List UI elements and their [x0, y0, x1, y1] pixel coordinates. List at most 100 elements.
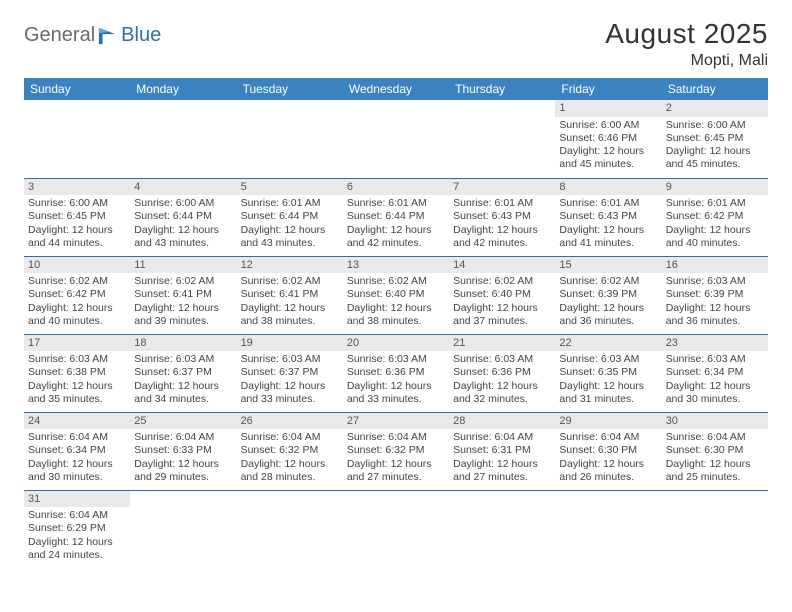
day-number: 26	[237, 413, 343, 430]
sunset-line: Sunset: 6:30 PM	[559, 444, 657, 457]
daylight-line: Daylight: 12 hours and 41 minutes.	[559, 224, 657, 250]
day-number: 29	[555, 413, 661, 430]
day-number: 12	[237, 257, 343, 274]
sunset-line: Sunset: 6:37 PM	[241, 366, 339, 379]
calendar-day-cell: 28Sunrise: 6:04 AMSunset: 6:31 PMDayligh…	[449, 412, 555, 490]
day-number: 24	[24, 413, 130, 430]
daylight-line: Daylight: 12 hours and 45 minutes.	[559, 145, 657, 171]
calendar-day-cell: 25Sunrise: 6:04 AMSunset: 6:33 PMDayligh…	[130, 412, 236, 490]
calendar-day-cell: 20Sunrise: 6:03 AMSunset: 6:36 PMDayligh…	[343, 334, 449, 412]
sunrise-line: Sunrise: 6:03 AM	[134, 353, 232, 366]
weekday-header: Friday	[555, 78, 661, 100]
sunset-line: Sunset: 6:39 PM	[559, 288, 657, 301]
daylight-line: Daylight: 12 hours and 30 minutes.	[666, 380, 764, 406]
calendar-day-cell	[449, 490, 555, 566]
sunset-line: Sunset: 6:44 PM	[347, 210, 445, 223]
calendar-day-cell: 9Sunrise: 6:01 AMSunset: 6:42 PMDaylight…	[662, 178, 768, 256]
sunrise-line: Sunrise: 6:04 AM	[559, 431, 657, 444]
sunset-line: Sunset: 6:33 PM	[134, 444, 232, 457]
daylight-line: Daylight: 12 hours and 32 minutes.	[453, 380, 551, 406]
sunset-line: Sunset: 6:36 PM	[347, 366, 445, 379]
sunrise-line: Sunrise: 6:02 AM	[347, 275, 445, 288]
daylight-line: Daylight: 12 hours and 43 minutes.	[241, 224, 339, 250]
weekday-header: Saturday	[662, 78, 768, 100]
sunrise-line: Sunrise: 6:01 AM	[559, 197, 657, 210]
daylight-line: Daylight: 12 hours and 40 minutes.	[666, 224, 764, 250]
calendar-week-row: 1Sunrise: 6:00 AMSunset: 6:46 PMDaylight…	[24, 100, 768, 178]
sunset-line: Sunset: 6:36 PM	[453, 366, 551, 379]
sunrise-line: Sunrise: 6:04 AM	[453, 431, 551, 444]
calendar-day-cell: 23Sunrise: 6:03 AMSunset: 6:34 PMDayligh…	[662, 334, 768, 412]
daylight-line: Daylight: 12 hours and 40 minutes.	[28, 302, 126, 328]
calendar-day-cell	[237, 100, 343, 178]
daylight-line: Daylight: 12 hours and 36 minutes.	[666, 302, 764, 328]
day-number: 15	[555, 257, 661, 274]
sunset-line: Sunset: 6:34 PM	[666, 366, 764, 379]
daylight-line: Daylight: 12 hours and 43 minutes.	[134, 224, 232, 250]
daylight-line: Daylight: 12 hours and 25 minutes.	[666, 458, 764, 484]
sunset-line: Sunset: 6:45 PM	[28, 210, 126, 223]
daylight-line: Daylight: 12 hours and 44 minutes.	[28, 224, 126, 250]
daylight-line: Daylight: 12 hours and 35 minutes.	[28, 380, 126, 406]
weekday-header: Tuesday	[237, 78, 343, 100]
calendar-day-cell: 13Sunrise: 6:02 AMSunset: 6:40 PMDayligh…	[343, 256, 449, 334]
calendar-day-cell: 5Sunrise: 6:01 AMSunset: 6:44 PMDaylight…	[237, 178, 343, 256]
sunset-line: Sunset: 6:40 PM	[453, 288, 551, 301]
sunset-line: Sunset: 6:41 PM	[134, 288, 232, 301]
day-number: 27	[343, 413, 449, 430]
calendar-week-row: 17Sunrise: 6:03 AMSunset: 6:38 PMDayligh…	[24, 334, 768, 412]
logo-text-general: General	[24, 24, 95, 47]
sunset-line: Sunset: 6:30 PM	[666, 444, 764, 457]
sunset-line: Sunset: 6:41 PM	[241, 288, 339, 301]
sunrise-line: Sunrise: 6:04 AM	[134, 431, 232, 444]
sunrise-line: Sunrise: 6:04 AM	[241, 431, 339, 444]
sunset-line: Sunset: 6:37 PM	[134, 366, 232, 379]
calendar-page: General Blue August 2025 Mopti, Mali Sun…	[0, 0, 792, 574]
calendar-day-cell: 27Sunrise: 6:04 AMSunset: 6:32 PMDayligh…	[343, 412, 449, 490]
sunrise-line: Sunrise: 6:02 AM	[241, 275, 339, 288]
daylight-line: Daylight: 12 hours and 27 minutes.	[453, 458, 551, 484]
sunset-line: Sunset: 6:39 PM	[666, 288, 764, 301]
daylight-line: Daylight: 12 hours and 33 minutes.	[241, 380, 339, 406]
day-number: 11	[130, 257, 236, 274]
sunrise-line: Sunrise: 6:04 AM	[666, 431, 764, 444]
sunset-line: Sunset: 6:29 PM	[28, 522, 126, 535]
daylight-line: Daylight: 12 hours and 24 minutes.	[28, 536, 126, 562]
sunset-line: Sunset: 6:31 PM	[453, 444, 551, 457]
weekday-header: Monday	[130, 78, 236, 100]
calendar-day-cell: 7Sunrise: 6:01 AMSunset: 6:43 PMDaylight…	[449, 178, 555, 256]
daylight-line: Daylight: 12 hours and 42 minutes.	[453, 224, 551, 250]
calendar-day-cell: 17Sunrise: 6:03 AMSunset: 6:38 PMDayligh…	[24, 334, 130, 412]
day-number: 2	[662, 100, 768, 117]
sunrise-line: Sunrise: 6:01 AM	[241, 197, 339, 210]
header: General Blue August 2025 Mopti, Mali	[24, 18, 768, 70]
daylight-line: Daylight: 12 hours and 29 minutes.	[134, 458, 232, 484]
title-block: August 2025 Mopti, Mali	[605, 18, 768, 70]
daylight-line: Daylight: 12 hours and 42 minutes.	[347, 224, 445, 250]
day-number: 8	[555, 179, 661, 196]
logo: General Blue	[24, 18, 161, 47]
day-number: 23	[662, 335, 768, 352]
calendar-day-cell: 16Sunrise: 6:03 AMSunset: 6:39 PMDayligh…	[662, 256, 768, 334]
calendar-week-row: 31Sunrise: 6:04 AMSunset: 6:29 PMDayligh…	[24, 490, 768, 566]
sunset-line: Sunset: 6:44 PM	[134, 210, 232, 223]
calendar-day-cell	[130, 100, 236, 178]
calendar-day-cell	[343, 490, 449, 566]
daylight-line: Daylight: 12 hours and 28 minutes.	[241, 458, 339, 484]
calendar-day-cell	[555, 490, 661, 566]
flag-icon	[97, 26, 119, 46]
sunrise-line: Sunrise: 6:02 AM	[134, 275, 232, 288]
logo-text-blue: Blue	[121, 24, 161, 47]
day-number: 3	[24, 179, 130, 196]
weekday-header: Sunday	[24, 78, 130, 100]
sunrise-line: Sunrise: 6:04 AM	[28, 509, 126, 522]
day-number: 22	[555, 335, 661, 352]
sunset-line: Sunset: 6:45 PM	[666, 132, 764, 145]
daylight-line: Daylight: 12 hours and 39 minutes.	[134, 302, 232, 328]
day-number: 17	[24, 335, 130, 352]
calendar-day-cell: 18Sunrise: 6:03 AMSunset: 6:37 PMDayligh…	[130, 334, 236, 412]
calendar-day-cell	[343, 100, 449, 178]
calendar-day-cell: 8Sunrise: 6:01 AMSunset: 6:43 PMDaylight…	[555, 178, 661, 256]
calendar-day-cell: 15Sunrise: 6:02 AMSunset: 6:39 PMDayligh…	[555, 256, 661, 334]
daylight-line: Daylight: 12 hours and 37 minutes.	[453, 302, 551, 328]
